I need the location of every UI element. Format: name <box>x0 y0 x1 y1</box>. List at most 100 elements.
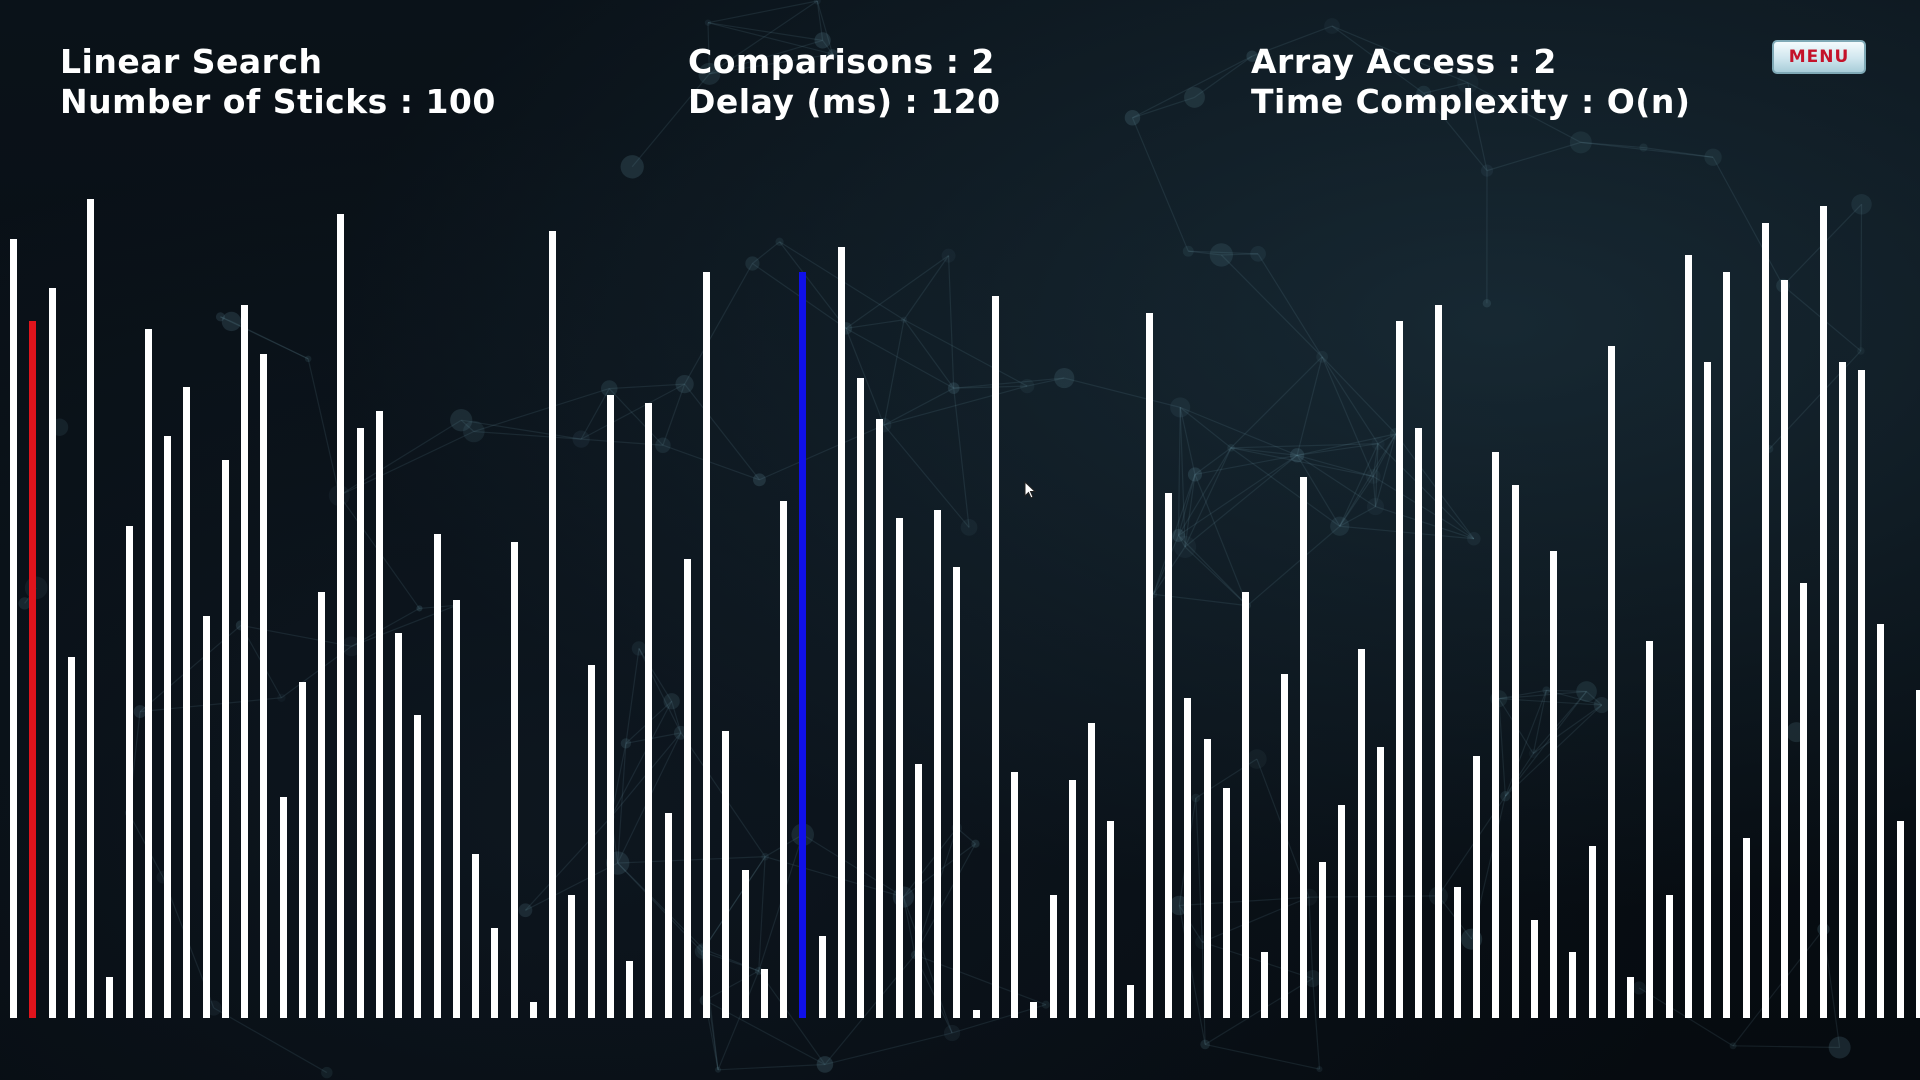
stick-target <box>799 271 807 1018</box>
stick <box>1280 673 1288 1018</box>
stick <box>1319 862 1326 1018</box>
stick <box>606 394 614 1018</box>
stick <box>48 288 56 1018</box>
comparisons-label: Comparisons : 2 <box>688 42 995 81</box>
menu-button-label: MENU <box>1788 47 1850 67</box>
stick <box>125 526 133 1018</box>
stick <box>260 353 268 1018</box>
mouse-pointer-icon <box>1024 481 1037 499</box>
stick <box>1550 550 1557 1018</box>
stick <box>529 1001 537 1018</box>
stick <box>356 427 364 1018</box>
stick <box>298 681 306 1018</box>
stick <box>876 419 884 1018</box>
stick <box>1396 321 1403 1018</box>
stick <box>433 534 441 1018</box>
stick <box>934 509 941 1018</box>
stick <box>587 665 595 1018</box>
stick <box>1665 895 1673 1018</box>
stick <box>1530 919 1538 1018</box>
stats-right: Array Access : 2 Time Complexity : O(n) <box>1251 42 1690 122</box>
sticks-count-label: Number of Sticks : 100 <box>60 82 496 121</box>
stick <box>1049 895 1057 1018</box>
stick <box>1261 952 1269 1018</box>
stick <box>279 796 287 1018</box>
stick <box>1453 886 1461 1018</box>
stick <box>1684 255 1692 1018</box>
stick <box>760 968 768 1018</box>
stick <box>1781 280 1788 1018</box>
stick <box>1723 271 1731 1018</box>
stick <box>106 977 114 1018</box>
stick <box>87 198 94 1018</box>
stick <box>1357 649 1365 1018</box>
stick <box>568 895 576 1018</box>
stick <box>722 731 730 1018</box>
stick <box>318 591 325 1018</box>
stick <box>780 501 787 1018</box>
stick <box>1800 583 1808 1018</box>
stick <box>914 763 922 1018</box>
stick <box>1126 985 1134 1018</box>
stick <box>1646 640 1654 1018</box>
stick <box>895 517 903 1018</box>
time-complexity-label: Time Complexity : O(n) <box>1251 82 1691 121</box>
stick <box>414 714 422 1018</box>
stick <box>337 214 345 1018</box>
stick <box>1068 780 1076 1018</box>
stick <box>1107 821 1115 1018</box>
stick <box>1030 1001 1038 1018</box>
array-access-label: Array Access : 2 <box>1251 42 1557 81</box>
stick <box>472 854 479 1018</box>
stick <box>741 870 749 1018</box>
stick <box>626 960 633 1018</box>
algorithm-title: Linear Search <box>60 42 323 81</box>
stick <box>1761 222 1769 1018</box>
stick <box>664 813 672 1018</box>
stick <box>1896 821 1904 1018</box>
stick <box>67 657 75 1018</box>
stick <box>837 247 845 1018</box>
stick <box>1165 493 1172 1018</box>
stick <box>1915 690 1920 1018</box>
stick <box>645 403 653 1018</box>
stats-center: Comparisons : 2 Delay (ms) : 120 <box>688 42 1001 122</box>
stick <box>1145 312 1153 1018</box>
stick <box>1858 370 1865 1018</box>
stick <box>1203 739 1211 1018</box>
stick <box>375 411 383 1018</box>
stick <box>1511 485 1519 1018</box>
stick <box>818 936 826 1018</box>
stick <box>1473 755 1480 1018</box>
stick <box>144 329 152 1018</box>
stats-left: Linear Search Number of Sticks : 100 <box>60 42 496 122</box>
stick <box>1877 624 1885 1018</box>
stick <box>395 632 402 1018</box>
stick <box>1434 304 1442 1018</box>
stick <box>164 435 171 1018</box>
stick <box>1011 772 1018 1018</box>
stick <box>1242 591 1249 1018</box>
stick <box>1338 804 1346 1018</box>
stick <box>1588 845 1596 1018</box>
stick <box>857 378 864 1018</box>
stick <box>1492 452 1500 1018</box>
stick <box>1569 952 1577 1018</box>
stick <box>1704 362 1711 1018</box>
stick <box>972 1009 980 1018</box>
stick <box>1088 722 1095 1018</box>
stick <box>510 542 518 1018</box>
delay-label: Delay (ms) : 120 <box>688 82 1001 121</box>
stick <box>991 296 999 1018</box>
stick <box>703 271 710 1018</box>
stick <box>1376 747 1384 1018</box>
stick <box>1838 362 1846 1018</box>
stick <box>549 230 556 1018</box>
stick <box>1819 206 1827 1018</box>
stick <box>183 386 191 1018</box>
stick <box>1299 476 1307 1018</box>
menu-button[interactable]: MENU <box>1772 40 1866 74</box>
stick <box>1222 788 1230 1018</box>
